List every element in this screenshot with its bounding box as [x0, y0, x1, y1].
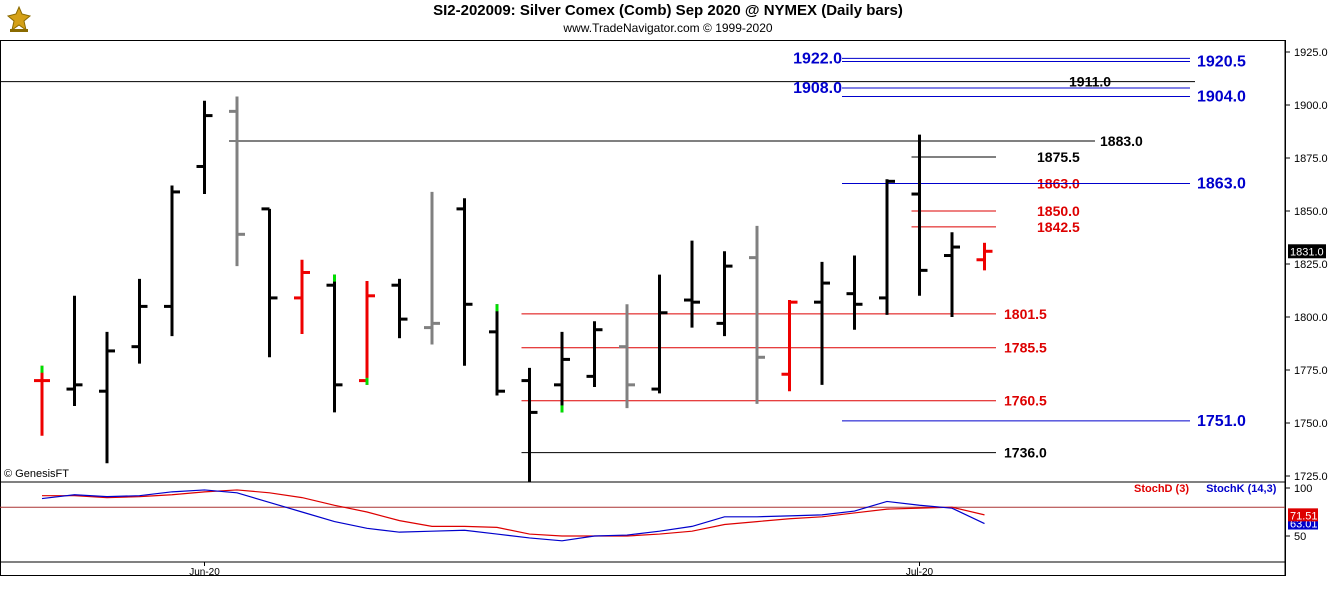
stoch-axis-label: 100 — [1294, 483, 1312, 495]
level-label: 1751.0 — [1197, 413, 1246, 430]
legend-stochd: StochD (3) — [1134, 483, 1189, 495]
level-label: 1883.0 — [1100, 133, 1143, 149]
level-label: 1875.5 — [1037, 149, 1080, 165]
last-price-box — [1288, 244, 1326, 259]
price-axis-label: 1900.0 — [1294, 100, 1328, 112]
level-label: 1850.0 — [1037, 203, 1080, 219]
price-axis-label: 1875.0 — [1294, 153, 1328, 165]
copyright-label: © GenesisFT — [4, 468, 69, 480]
price-axis-label: 1800.0 — [1294, 312, 1328, 324]
stochk-last-label: 63.01 — [1290, 519, 1318, 531]
price-axis-label: 1750.0 — [1294, 418, 1328, 430]
stoch-series-line — [42, 489, 985, 537]
level-label: 1904.0 — [1197, 89, 1246, 106]
last-price-label: 1831.0 — [1290, 246, 1324, 258]
chart-subtitle: www.TradeNavigator.com © 1999-2020 — [563, 21, 773, 35]
level-label: 1760.5 — [1004, 393, 1047, 409]
x-axis-label: Jun-20 — [189, 567, 220, 578]
stochd-last-label: 71.51 — [1290, 510, 1318, 522]
level-label: 1785.5 — [1004, 340, 1047, 356]
level-label: 1842.5 — [1037, 219, 1080, 235]
stoch-axis-label: 50 — [1294, 531, 1306, 543]
level-label: 1908.0 — [793, 80, 842, 97]
chart-title: SI2-202009: Silver Comex (Comb) Sep 2020… — [433, 2, 903, 19]
price-axis-label: 1775.0 — [1294, 365, 1328, 377]
legend-stochk: StochK (14,3) — [1206, 483, 1277, 495]
price-axis-label: 1725.0 — [1294, 471, 1328, 483]
price-axis-label: 1925.0 — [1294, 47, 1328, 59]
chart-frame — [0, 40, 1286, 576]
level-label: 1920.5 — [1197, 54, 1246, 71]
stochd-last-box — [1288, 508, 1318, 522]
genesis-logo-icon — [4, 4, 34, 34]
stoch-series-line — [41, 489, 985, 542]
price-axis-label: 1825.0 — [1294, 259, 1328, 271]
price-axis-label: 1850.0 — [1294, 206, 1328, 218]
level-label: 1863.0 — [1197, 175, 1246, 192]
level-label: 1922.0 — [793, 50, 842, 67]
level-label: 1736.0 — [1004, 445, 1047, 461]
level-label: 1801.5 — [1004, 306, 1047, 322]
stoch-legend: StochD (3) StochK (14,3) — [1134, 483, 1276, 495]
level-label: 1911.0 — [1069, 74, 1111, 90]
x-axis-label: Jul-20 — [906, 567, 934, 578]
